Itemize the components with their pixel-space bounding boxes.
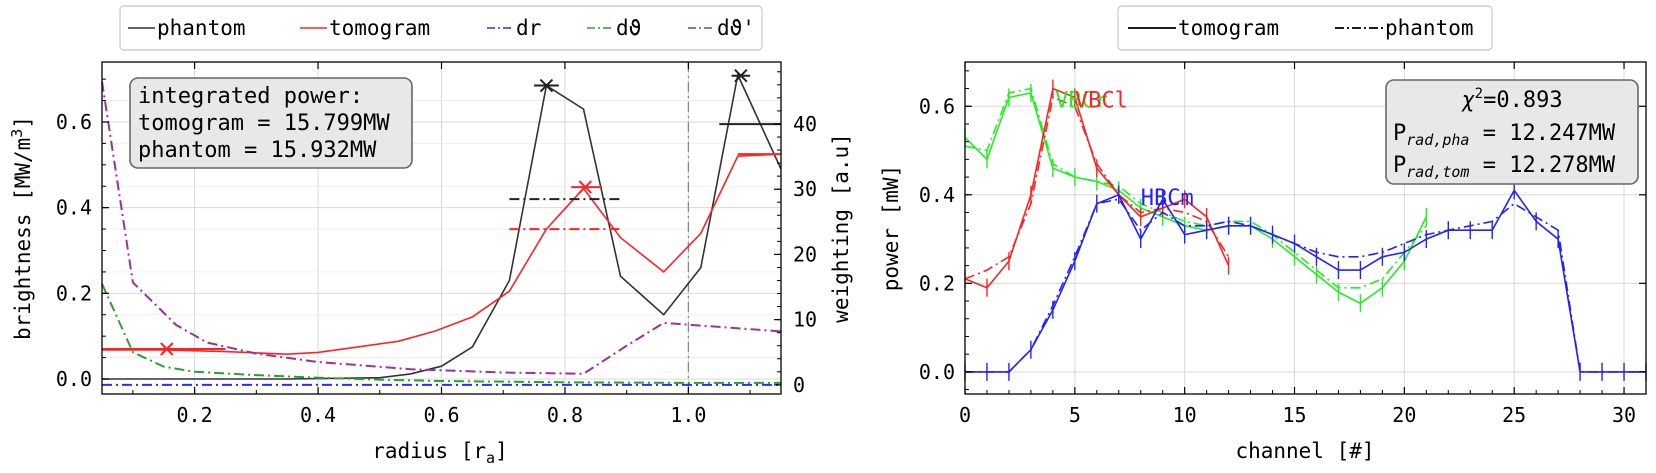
right-x-axis-label: channel [#] [1235,439,1374,463]
left-x-tick-label-1: 0.4 [300,403,336,427]
right-x-tick-label-0: 0 [959,403,971,427]
right-y-axis-label: power [mW] [879,165,903,291]
right-series-line-0 [964,92,1428,305]
right-x-ticks: 0 5 10 15 20 25 30 [959,62,1647,427]
group-label-2: HBCm [1141,186,1194,211]
prad-phantom: Prad,pha = 12.247MW [1393,121,1616,149]
right-x-tick-label-6: 30 [1612,403,1636,427]
right-x-tick-label-5: 25 [1502,403,1526,427]
annotation-line-3: phantom = 15.932MW [138,138,377,163]
right-series-line-4 [965,188,1646,373]
left-annotation-box: integrated power: tomogram = 15.799MW ph… [129,77,413,169]
right-plot-frame [964,61,1647,395]
right-series-line-3 [964,96,1230,280]
legend-tomogram: tomogram [329,16,430,40]
left-panel: 0.2 0.4 0.6 0.8 1.0 0.0 0.2 0.4 0.6 0 10 20 30 40 r… [8,5,853,467]
group-label-1: VBCl [1075,89,1128,114]
left-y-tick-label-3: 0.6 [56,110,92,134]
right-y-tick-label-0: 0.0 [919,360,955,384]
left-y2-tick-label-2: 20 [793,242,817,266]
right-y-tick-label-2: 0.4 [919,183,955,207]
right-y-tick-label-3: 0.6 [919,94,955,118]
legend-right-tomogram: tomogram [1178,16,1279,40]
left-x-tick-label-0: 0.2 [177,403,213,427]
left-y2-tick-label-0: 0 [793,373,805,397]
left-y-axis-label: brightness [MW/m3] [8,116,35,340]
right-grid [964,62,1646,394]
right-x-tick-label-2: 10 [1173,403,1197,427]
left-y-tick-label-1: 0.2 [56,281,92,305]
right-y-ticks: 0.0 0.2 0.4 0.6 [919,70,1646,391]
group-label-0: VBCr [1055,89,1108,114]
legend-phantom: phantom [157,16,246,40]
left-marker-x-b-1 [539,78,554,93]
left-point-markers [102,69,751,356]
right-series-line-1 [964,87,1427,289]
left-y-ticks: 0.0 0.2 0.4 0.6 [56,78,109,391]
legend-dtheta-prime: dϑ' [717,16,755,40]
left-y2-axis-label: weighting [a.u] [829,133,853,323]
left-y2-tick-label-3: 30 [793,177,817,201]
legend-dr: dr [516,16,541,40]
left-marker-x-b-2 [578,180,593,194]
right-x-tick-label-3: 15 [1282,403,1306,427]
left-y2-ticks: 0 10 20 30 40 [774,71,817,397]
left-x-tick-label-3: 0.8 [547,403,583,427]
left-x-ticks: 0.2 0.4 0.6 0.8 1.0 [132,62,751,427]
right-y-tick-label-1: 0.2 [919,271,955,295]
left-x-tick-label-4: 1.0 [670,403,706,427]
left-marker-x-b-3 [734,69,748,83]
chi-square-value: χ2=0.893 [1461,86,1562,113]
left-y-tick-label-0: 0.0 [56,367,92,391]
legend-dtheta: dϑ [616,16,641,40]
legend-right-phantom: phantom [1385,16,1474,40]
left-series-line-1 [102,153,782,356]
left-legend: phantom tomogram dr dϑ dϑ' [119,5,763,51]
right-x-tick-label-4: 20 [1392,403,1416,427]
right-x-tick-label-1: 5 [1069,403,1081,427]
left-series [101,72,782,386]
left-x-tick-label-2: 0.6 [423,403,459,427]
left-y2-tick-label-1: 10 [793,308,817,332]
right-legend: tomogram phantom [1117,5,1493,51]
right-series-line-5 [965,198,1646,373]
left-marker-x-b-0 [160,342,174,356]
right-annotation-box: χ2=0.893 Prad,pha = 12.247MW Prad,tom = … [1385,79,1639,185]
prad-tomogram: Prad,tom = 12.278MW [1393,153,1616,181]
annotation-line-2: tomogram = 15.799MW [138,111,390,136]
left-y2-tick-label-4: 40 [793,112,817,136]
left-series-line-3 [101,283,781,384]
left-y-tick-label-2: 0.4 [56,196,92,220]
annotation-line-1: integrated power: [138,84,363,109]
left-x-axis-label: radius [ra] [372,439,507,467]
